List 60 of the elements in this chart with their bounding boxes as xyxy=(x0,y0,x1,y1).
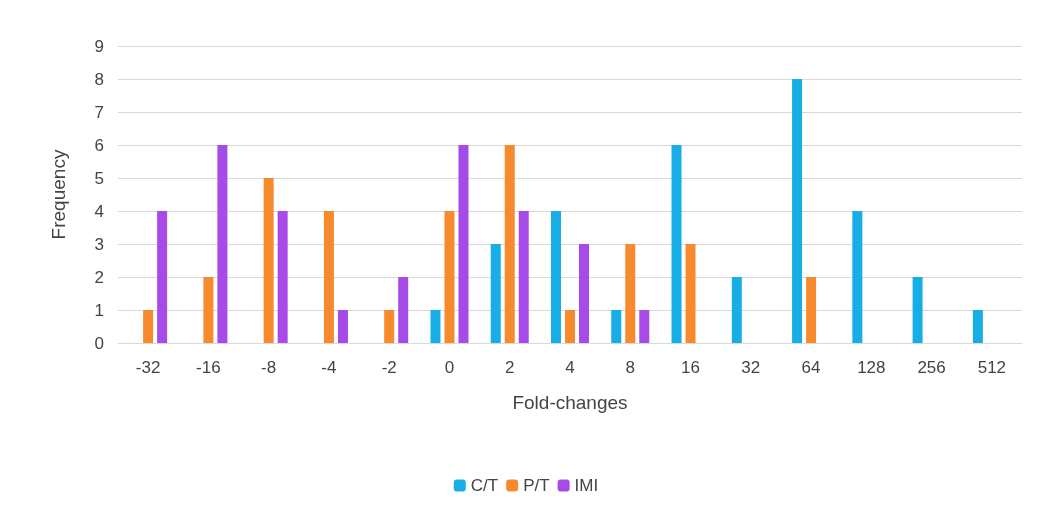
legend-label: P/T xyxy=(523,476,550,495)
bar xyxy=(490,244,501,343)
x-axis-title: Fold-changes xyxy=(512,392,628,413)
x-tick-label: 2 xyxy=(505,358,515,377)
bar xyxy=(203,277,214,343)
y-tick-label: 7 xyxy=(94,102,104,122)
bar xyxy=(277,211,288,343)
bar xyxy=(685,244,696,343)
bar xyxy=(398,277,409,343)
bar xyxy=(504,145,515,343)
bar xyxy=(912,277,923,343)
x-tick-label: 0 xyxy=(444,358,455,377)
bar xyxy=(323,211,334,343)
bar xyxy=(625,244,636,343)
x-tick-label: 512 xyxy=(977,358,1007,377)
x-tick-label: -4 xyxy=(321,358,337,377)
bar xyxy=(639,310,650,343)
y-tick-label: 0 xyxy=(94,333,104,353)
y-tick-label: 5 xyxy=(94,168,104,188)
x-tick-label: -32 xyxy=(135,358,161,377)
bar xyxy=(565,310,575,343)
legend-label: C/T xyxy=(470,476,499,495)
y-tick-label: 4 xyxy=(94,201,104,221)
x-tick-label: 32 xyxy=(741,358,761,377)
bar xyxy=(611,310,622,343)
bar xyxy=(806,277,817,343)
y-tick-label: 2 xyxy=(94,267,104,287)
bar xyxy=(143,310,154,343)
x-tick-label: 8 xyxy=(625,358,635,377)
x-tick-label: 256 xyxy=(917,358,946,377)
y-tick-label: 1 xyxy=(94,300,104,320)
x-tick-label: -2 xyxy=(381,358,397,377)
bar xyxy=(430,310,441,343)
bar xyxy=(217,145,228,343)
bar xyxy=(671,145,682,343)
y-tick-label: 3 xyxy=(94,234,104,254)
bar xyxy=(337,310,348,343)
x-tick-label: 64 xyxy=(801,358,821,377)
bar xyxy=(263,178,274,343)
y-tick-label: 8 xyxy=(94,69,104,89)
bar xyxy=(458,145,469,343)
bar xyxy=(792,79,803,343)
bar xyxy=(157,211,168,343)
bar xyxy=(518,211,529,343)
bar xyxy=(731,277,742,343)
bar xyxy=(579,244,589,343)
bar xyxy=(384,310,395,343)
bar xyxy=(852,211,863,343)
y-tick-label: 9 xyxy=(94,36,104,56)
x-tick-label: 128 xyxy=(857,358,886,377)
bar xyxy=(551,211,561,343)
legend-label: IMI xyxy=(574,476,599,495)
y-tick-label: 6 xyxy=(94,135,104,155)
x-tick-label: 16 xyxy=(681,358,700,377)
bar xyxy=(972,310,983,343)
x-tick-label: 4 xyxy=(565,358,575,377)
y-axis-title: Frequency xyxy=(48,149,69,240)
x-tick-label: -16 xyxy=(196,358,221,377)
x-tick-label: -8 xyxy=(261,358,277,377)
bar xyxy=(444,211,455,343)
